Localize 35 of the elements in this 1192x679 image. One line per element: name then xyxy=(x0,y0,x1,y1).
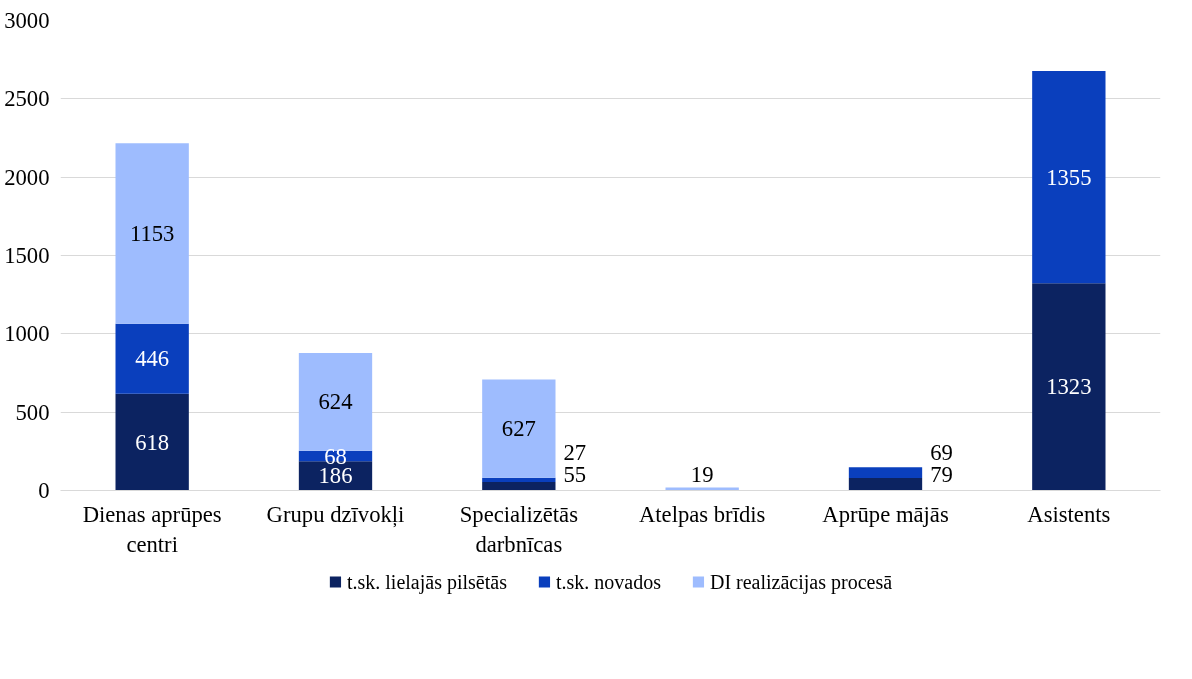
bar xyxy=(1032,70,1106,284)
y-tick-label: 0 xyxy=(38,478,50,503)
x-tick-label: Asistents xyxy=(1027,501,1111,527)
legend-label: DI realizācijas procesā xyxy=(709,570,893,593)
bar xyxy=(848,467,923,479)
bar xyxy=(115,143,189,324)
x-tick-label: Aprūpe mājās xyxy=(822,501,949,527)
bar xyxy=(848,478,923,491)
data-label: 19 xyxy=(690,461,714,487)
x-tick-label: Dienas aprūpes centri xyxy=(82,501,222,557)
bar xyxy=(482,477,556,482)
bar xyxy=(115,393,189,491)
data-label: 618 xyxy=(135,429,170,455)
legend-label: t.sk. lielajās pilsētās xyxy=(346,570,507,593)
y-tick-label: 1500 xyxy=(4,243,50,268)
bar xyxy=(298,352,373,451)
data-label: 624 xyxy=(318,389,353,415)
bar xyxy=(115,323,189,394)
bar xyxy=(482,481,556,491)
data-label: 446 xyxy=(135,346,170,372)
y-tick-label: 2000 xyxy=(4,164,50,190)
y-tick-label: 1000 xyxy=(4,321,50,347)
bar xyxy=(482,379,556,478)
x-tick-label: Grupu dzīvokļi xyxy=(266,501,405,528)
data-label: 627 xyxy=(501,416,536,442)
data-label: 1153 xyxy=(129,220,175,246)
x-tick-label: Specializētās darbnīcas xyxy=(459,501,578,557)
y-tick-label: 500 xyxy=(15,399,50,425)
data-label: 1355 xyxy=(1046,164,1092,190)
y-tick-label: 3000 xyxy=(4,8,50,33)
legend-label: t.sk. novados xyxy=(555,570,661,593)
bar xyxy=(1032,283,1106,491)
x-tick-label: Atelpas brīdis xyxy=(638,501,766,527)
data-label: 1323 xyxy=(1046,374,1092,400)
y-tick-label: 2500 xyxy=(4,86,50,112)
